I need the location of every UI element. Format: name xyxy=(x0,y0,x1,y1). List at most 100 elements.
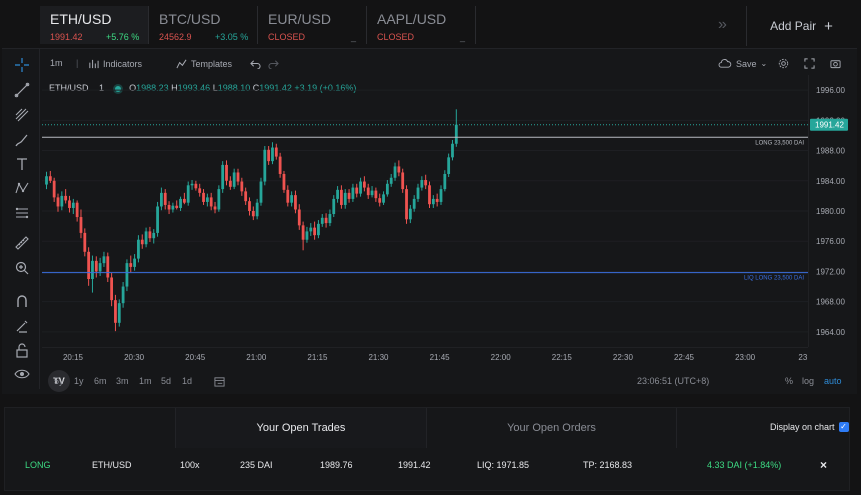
candle xyxy=(45,171,48,190)
trend-line-icon[interactable] xyxy=(13,81,31,99)
candle xyxy=(209,192,213,211)
pair-tab-btc-usd[interactable]: BTC/USD 24562.9 +3.05 % xyxy=(149,6,258,44)
range-1d[interactable]: 1d xyxy=(182,376,193,386)
templates-icon xyxy=(176,59,187,69)
candle xyxy=(114,294,117,332)
ruler-icon[interactable] xyxy=(13,234,31,252)
candle-body xyxy=(240,181,244,192)
candle xyxy=(171,202,175,213)
undo-icon[interactable] xyxy=(250,58,261,69)
candle xyxy=(68,195,71,213)
candlestick-chart[interactable]: LONG 23,500 DAI LIQ LONG 23,500 DAI xyxy=(42,75,808,347)
low-label: L xyxy=(212,83,218,93)
fullscreen-icon[interactable] xyxy=(804,58,815,69)
forecast-icon[interactable] xyxy=(13,204,31,222)
candle xyxy=(190,180,194,190)
eye-icon[interactable] xyxy=(13,365,31,383)
pattern-icon[interactable] xyxy=(13,179,31,197)
indicators-button[interactable]: Indicators xyxy=(88,58,142,69)
candle-body xyxy=(60,195,64,207)
checkbox-checked-icon[interactable]: ✓ xyxy=(838,422,849,432)
pair-tab-eth-usd[interactable]: ETH/USD 1991.42 +5.76 % xyxy=(40,6,149,44)
crosshair-icon[interactable] xyxy=(13,56,31,74)
legend-symbol: ETH/USD xyxy=(49,83,89,93)
candle xyxy=(263,146,267,186)
y-tick-label: 1980.00 xyxy=(816,207,845,216)
candle-body xyxy=(451,143,454,158)
range-6m[interactable]: 6m xyxy=(94,376,107,386)
x-tick-label: 23:1 xyxy=(798,353,808,362)
y-tick-label: 1984.00 xyxy=(816,177,845,186)
save-button[interactable]: Save ⌄ xyxy=(718,58,767,69)
zoom-in-icon[interactable] xyxy=(13,259,31,277)
tab-open-orders[interactable]: Your Open Orders xyxy=(427,408,677,448)
display-on-chart-toggle[interactable]: Display on chart ✓ xyxy=(770,422,849,432)
range-5d[interactable]: 5d xyxy=(161,376,172,386)
candle-body xyxy=(355,187,359,194)
candle xyxy=(83,228,87,257)
unlock-icon[interactable] xyxy=(13,342,31,360)
range-5y[interactable]: 5y xyxy=(54,376,64,386)
price-axis[interactable]: 1996.001992.001988.001984.001980.001976.… xyxy=(808,75,856,347)
market-status: CLOSED xyxy=(377,32,415,42)
date-range-icon[interactable] xyxy=(214,376,225,389)
scroll-tabs-icon[interactable]: » xyxy=(718,16,727,33)
y-tick-label: 1996.00 xyxy=(816,86,845,95)
candle xyxy=(351,183,355,202)
candle-body xyxy=(340,189,343,205)
brush-icon[interactable] xyxy=(13,131,31,149)
pair-price: 24562.9 xyxy=(159,32,192,42)
candle xyxy=(71,198,75,215)
candle-body xyxy=(301,225,305,240)
interval-button[interactable]: 1m xyxy=(50,58,63,68)
candle xyxy=(301,221,305,251)
trade-row: LONG ETH/USD 100x 235 DAI 1989.76 1991.4… xyxy=(5,456,851,476)
range-1m[interactable]: 1m xyxy=(139,376,152,386)
candle-body xyxy=(271,147,274,162)
pair-tab-eur-usd[interactable]: EUR/USD CLOSED _ xyxy=(258,6,367,44)
log-toggle[interactable]: log xyxy=(802,376,815,386)
text-tool-icon[interactable] xyxy=(13,155,31,173)
candle-body xyxy=(64,195,68,201)
candle xyxy=(228,176,232,190)
pitchfork-icon[interactable] xyxy=(13,106,31,124)
auto-toggle[interactable]: auto xyxy=(824,376,842,386)
magnet-icon[interactable] xyxy=(13,292,31,310)
tab-open-trades[interactable]: Your Open Trades xyxy=(175,408,427,448)
candle-body xyxy=(366,187,370,196)
candle xyxy=(121,282,125,308)
timezone-clock[interactable]: 23:06:51 (UTC+8) xyxy=(637,376,710,386)
candle-body xyxy=(194,183,198,189)
settings-gear-icon[interactable] xyxy=(778,58,789,69)
pair-dash: _ xyxy=(459,32,465,42)
range-3m[interactable]: 3m xyxy=(116,376,129,386)
candle xyxy=(221,161,225,193)
candle xyxy=(175,200,179,210)
candle xyxy=(435,193,439,207)
chevron-down-icon[interactable]: ⌄ xyxy=(760,59,768,68)
time-axis[interactable]: 20:15 20:30 20:45 21:00 21:15 21:30 21:45 22:00… xyxy=(42,347,808,369)
candle-body xyxy=(114,300,117,323)
close-trade-icon[interactable]: × xyxy=(820,458,828,472)
lock-drawings-icon[interactable] xyxy=(13,317,31,335)
pair-tab-aapl-usd[interactable]: AAPL/USD CLOSED _ xyxy=(367,6,476,44)
y-tick-label: 1988.00 xyxy=(816,147,845,156)
candle xyxy=(355,183,359,198)
candle-body xyxy=(221,164,225,190)
candle xyxy=(198,183,202,197)
candle xyxy=(412,195,416,212)
candle-body xyxy=(228,180,232,187)
candle xyxy=(202,189,205,205)
candle xyxy=(282,170,286,193)
candle xyxy=(156,201,159,237)
add-pair-button[interactable]: Add Pair + xyxy=(746,6,856,46)
range-1y[interactable]: 1y xyxy=(74,376,84,386)
redo-icon[interactable] xyxy=(268,58,279,69)
percent-toggle[interactable]: % xyxy=(785,376,794,386)
templates-button[interactable]: Templates xyxy=(176,58,232,69)
candle-body xyxy=(443,173,447,190)
tradingview-logo[interactable]: TV xyxy=(48,370,70,392)
camera-icon[interactable] xyxy=(830,58,841,69)
trades-tabs: Your Open Trades Your Open Orders Displa… xyxy=(5,408,851,448)
toolbar-divider: | xyxy=(76,58,79,68)
